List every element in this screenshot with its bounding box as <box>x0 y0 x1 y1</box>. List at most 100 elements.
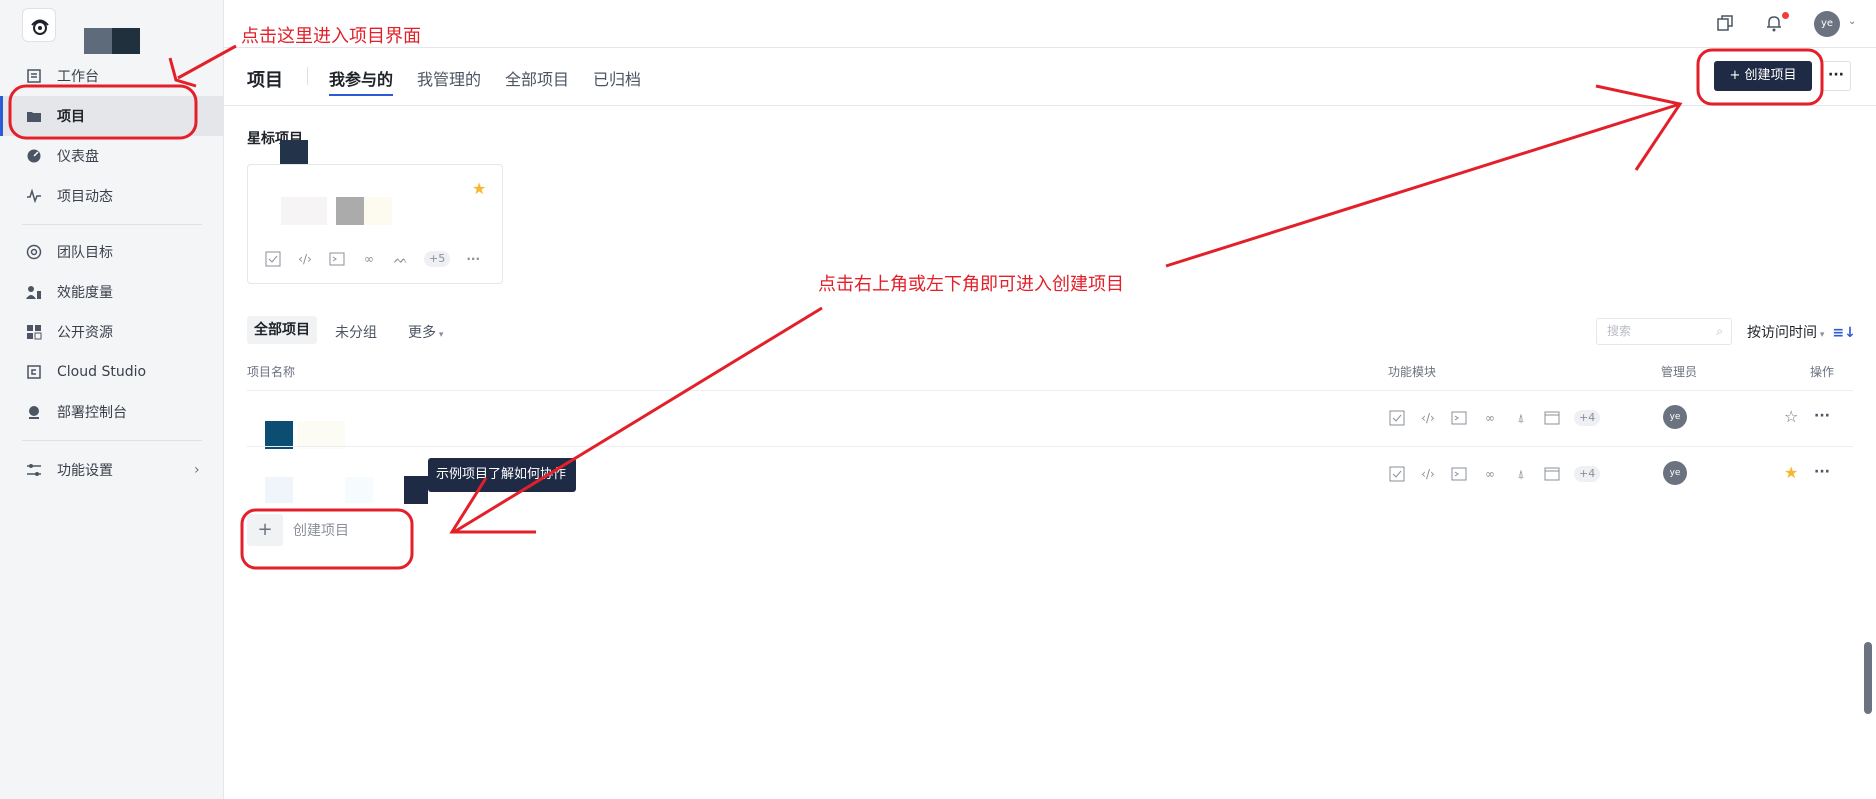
arrow-to-create-button <box>1165 84 1683 268</box>
table-row[interactable] <box>247 390 1853 449</box>
link-icon[interactable]: ∞ <box>1485 411 1495 425</box>
bell-icon[interactable] <box>1765 14 1783 32</box>
scrollbar[interactable] <box>1864 642 1872 714</box>
more-modules-badge[interactable]: +4 <box>1574 466 1601 482</box>
copy-icon[interactable] <box>1716 14 1734 32</box>
column-header-modules: 功能模块 <box>1388 365 1437 379</box>
workbench-icon <box>27 69 41 83</box>
manager-avatar[interactable]: ye <box>1663 405 1687 429</box>
tab-underline <box>329 94 393 96</box>
tab-participated[interactable]: 我参与的 <box>329 70 394 89</box>
project-name-blur <box>364 197 392 225</box>
filter-all-projects[interactable]: 全部项目 <box>247 316 317 344</box>
notification-dot <box>1782 12 1789 19</box>
resources-icon <box>27 325 42 340</box>
chevron-down-icon[interactable]: ⌄ <box>1848 16 1857 27</box>
starred-project-card[interactable]: ★ <box>247 164 503 284</box>
link-icon[interactable]: ∞ <box>364 252 374 266</box>
filter-ungrouped[interactable]: 未分组 <box>335 325 377 341</box>
link-icon[interactable]: ∞ <box>1485 467 1495 481</box>
sidebar-item-label: 部署控制台 <box>57 405 127 421</box>
sidebar-item-activity[interactable]: 项目动态 <box>0 176 224 216</box>
folder-icon <box>27 112 41 122</box>
title-divider <box>307 67 308 85</box>
star-icon[interactable]: ★ <box>1784 463 1799 482</box>
tabs-bar <box>224 48 1876 106</box>
sidebar-item-resources[interactable]: 公开资源 <box>0 312 224 352</box>
terminal-icon[interactable] <box>328 250 346 268</box>
more-modules-badge[interactable]: +5 <box>424 251 451 267</box>
arrow-to-add-row <box>449 306 823 534</box>
settings-icon <box>27 464 41 476</box>
manager-avatar[interactable]: ye <box>1663 461 1687 485</box>
terminal-icon[interactable] <box>1450 409 1468 427</box>
sidebar-item-workbench[interactable]: 工作台 <box>0 56 224 96</box>
more-icon[interactable]: ··· <box>466 252 481 266</box>
task-icon[interactable] <box>1388 409 1406 427</box>
code-icon[interactable]: ‹/› <box>1421 467 1435 481</box>
column-header-actions: 操作 <box>1810 365 1835 379</box>
chevron-right-icon: › <box>194 462 200 478</box>
project-name-blur <box>281 197 327 225</box>
project-avatar <box>265 477 293 503</box>
project-avatar <box>280 140 308 168</box>
column-header-name: 项目名称 <box>247 365 296 379</box>
row-more-icon[interactable]: ··· <box>1814 408 1830 424</box>
sort-dropdown[interactable]: 按访问时间 ▾ ≡↓ <box>1747 322 1856 342</box>
code-icon[interactable]: ‹/› <box>298 252 312 266</box>
sidebar-item-label: Cloud Studio <box>57 364 147 380</box>
avatar[interactable]: ye <box>1814 11 1840 37</box>
sidebar-item-metrics[interactable]: 效能度量 <box>0 272 224 312</box>
package-icon[interactable] <box>1543 465 1561 483</box>
sidebar-item-cloud-studio[interactable]: Cloud Studio <box>0 352 224 392</box>
add-project-label: 创建项目 <box>293 523 349 539</box>
annotation-middle: 点击右上角或左下角即可进入创建项目 <box>818 274 1124 295</box>
sidebar-item-deploy[interactable]: 部署控制台 <box>0 392 224 432</box>
sidebar-item-label: 项目 <box>57 109 85 125</box>
deploy-icon[interactable]: ⍋ <box>1517 467 1525 481</box>
plus-icon[interactable]: + <box>247 514 283 546</box>
sidebar-item-label: 效能度量 <box>57 285 113 301</box>
add-project-row[interactable]: + 创建项目 <box>247 514 349 546</box>
top-bar <box>224 0 1876 48</box>
deploy-icon[interactable]: ⍋ <box>1517 411 1525 425</box>
search-placeholder: 搜索 <box>1607 324 1632 338</box>
project-name-blur <box>336 197 364 225</box>
column-header-manager: 管理员 <box>1661 365 1698 379</box>
team-avatar[interactable] <box>84 28 140 54</box>
code-icon[interactable]: ‹/› <box>1421 411 1435 425</box>
sidebar-item-label: 仪表盘 <box>57 149 99 165</box>
artifact-icon[interactable]: ᨓ <box>393 252 409 266</box>
project-avatar <box>265 421 293 449</box>
sidebar-item-projects[interactable]: 项目 <box>0 96 224 136</box>
sort-order-icon[interactable]: ≡↓ <box>1832 325 1856 341</box>
module-icons: ‹/› ∞ ⍋ +4 <box>1388 409 1601 427</box>
sidebar-item-dashboard[interactable]: 仪表盘 <box>0 136 224 176</box>
sidebar-item-team-goals[interactable]: 团队目标 <box>0 232 224 272</box>
sidebar-item-settings[interactable]: 功能设置 › <box>0 450 224 490</box>
sidebar-divider <box>22 224 202 225</box>
chevron-down-icon: ▾ <box>1817 330 1825 340</box>
package-icon[interactable] <box>1543 409 1561 427</box>
arrow-to-sidebar <box>168 44 237 88</box>
tab-all-projects[interactable]: 全部项目 <box>505 70 570 89</box>
more-modules-badge[interactable]: +4 <box>1574 410 1601 426</box>
star-icon[interactable]: ★ <box>472 179 487 198</box>
row-more-icon[interactable]: ··· <box>1814 464 1830 480</box>
task-icon[interactable] <box>264 250 282 268</box>
highlight-add-row <box>240 508 414 570</box>
star-outline-icon[interactable]: ☆ <box>1784 407 1799 426</box>
tab-archived[interactable]: 已归档 <box>593 70 642 89</box>
page-title: 项目 <box>247 70 283 91</box>
create-project-button[interactable]: + 创建项目 <box>1714 61 1812 91</box>
table-row[interactable] <box>247 446 1853 503</box>
terminal-icon[interactable] <box>1450 465 1468 483</box>
tab-managed[interactable]: 我管理的 <box>417 70 482 89</box>
project-name-blur <box>345 477 373 503</box>
app-logo[interactable] <box>22 8 56 42</box>
filter-more[interactable]: 更多 ▾ <box>408 322 443 342</box>
task-icon[interactable] <box>1388 465 1406 483</box>
search-input[interactable]: 搜索 ⌕ <box>1596 318 1732 345</box>
dashboard-icon <box>27 149 41 163</box>
